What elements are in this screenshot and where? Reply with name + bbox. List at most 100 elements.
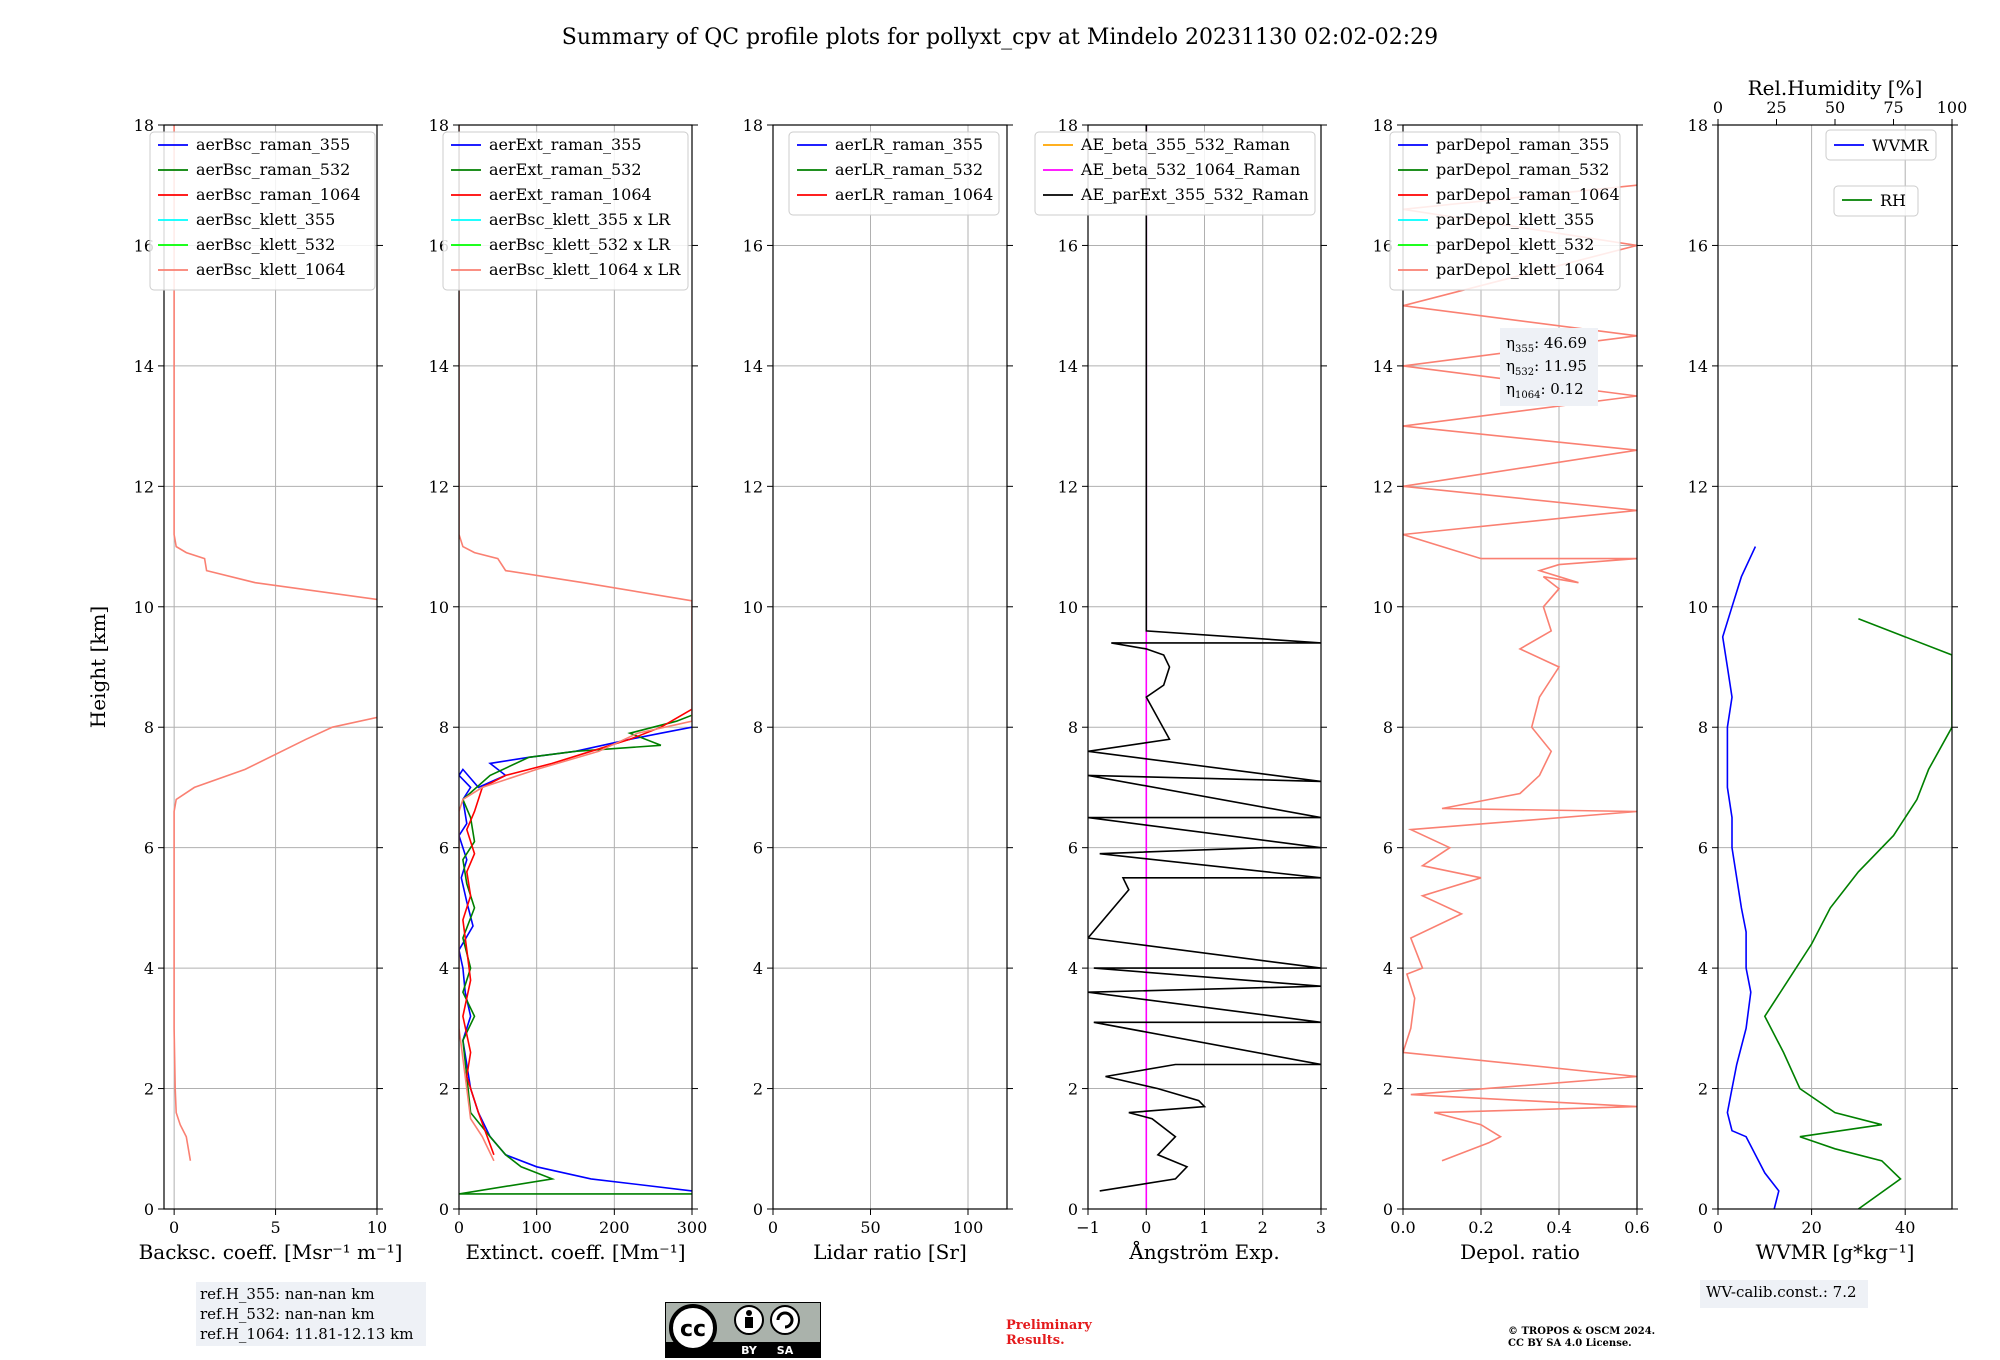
- legend-label: RH: [1880, 191, 1906, 210]
- x-tick-label: 2: [1258, 1218, 1268, 1237]
- series-line-aerExt_raman_1064: [462, 708, 692, 1156]
- series-group: [1403, 184, 1637, 1162]
- legend: aerBsc_raman_355 aerBsc_raman_532 aerBsc_r…: [149, 131, 376, 291]
- legend-label: parDepol_raman_1064: [1436, 185, 1620, 204]
- legend: AE_beta_355_532_Raman AE_beta_532_1064_Ra…: [1034, 131, 1316, 216]
- x-tick-label: 0.4: [1546, 1218, 1571, 1237]
- y-tick-label: 6: [1068, 839, 1078, 858]
- y-tick-label: 2: [144, 1080, 154, 1099]
- x-tick-label: 1: [1199, 1218, 1209, 1237]
- y-tick-label: 0: [144, 1200, 154, 1219]
- x-tick-label: 100: [953, 1218, 984, 1237]
- y-tick-label: 12: [134, 477, 154, 496]
- y-tick-label: 4: [1383, 959, 1393, 978]
- x-tick-label: 0.0: [1390, 1218, 1415, 1237]
- legend-label: aerBsc_klett_532: [196, 235, 335, 254]
- preliminary-line-1: Preliminary: [1006, 1318, 1092, 1333]
- series-line-AE_parExt_355_532_Raman: [1088, 125, 1321, 1192]
- legend-label: aerBsc_raman_355: [196, 135, 350, 154]
- x-tick-label: 0: [169, 1218, 179, 1237]
- y-tick-label: 6: [753, 839, 763, 858]
- legend-label: aerExt_raman_355: [489, 135, 642, 154]
- y-tick-label: 4: [753, 959, 763, 978]
- legend-label: parDepol_klett_532: [1436, 235, 1594, 254]
- legend-box: [442, 131, 689, 291]
- cc-by-text: BY: [741, 1344, 758, 1357]
- legend-label: parDepol_klett_355: [1436, 210, 1594, 229]
- legend-box-wvmr: [1825, 129, 1937, 161]
- y-tick-label: 6: [144, 839, 154, 858]
- x-axis-label: Backsc. coeff. [Msr⁻¹ m⁻¹]: [139, 1240, 403, 1264]
- legend-label: aerBsc_klett_1064: [196, 260, 345, 279]
- y-tick-label: 0: [1383, 1200, 1393, 1219]
- y-tick-label: 6: [1698, 839, 1708, 858]
- ref-height-355: ref.H_355: nan-nan km: [200, 1285, 375, 1303]
- axes-frame: [772, 124, 1008, 1210]
- legend-label: aerBsc_klett_1064 x LR: [489, 260, 681, 279]
- cc-sa-text: SA: [777, 1344, 794, 1357]
- legend-box: [788, 131, 1000, 216]
- legend-label: aerLR_raman_532: [835, 160, 983, 179]
- y-tick-label: 10: [1373, 598, 1393, 617]
- legend-box: [1034, 131, 1316, 216]
- eta-box: [1500, 328, 1598, 406]
- cc-by-sa-badge-icon: cc BY SA: [665, 1302, 821, 1358]
- x-top-axis-label: Rel.Humidity [%]: [1748, 76, 1923, 100]
- x-tick-label: 40: [1895, 1218, 1915, 1237]
- y-tick-label: 8: [1068, 718, 1078, 737]
- panel-lidar_ratio: 0 2 4 6 8 10 12 14 16 18 0 50 100 Lidar ratio [Sr] aer…: [743, 116, 1013, 1264]
- panel-backscatter: 0 2 4 6 8 10 12 14 16 18 0 5 10 Backsc. coeff. [Msr⁻¹…: [86, 116, 402, 1264]
- y-tick-label: 18: [134, 116, 154, 135]
- legend-label: parDepol_klett_1064: [1436, 260, 1605, 279]
- x-tick-label: 3: [1316, 1218, 1326, 1237]
- y-tick-label: 2: [753, 1080, 763, 1099]
- y-tick-label: 2: [1698, 1080, 1708, 1099]
- legend-label: parDepol_raman_532: [1436, 160, 1609, 179]
- y-tick-label: 2: [1068, 1080, 1078, 1099]
- legend-label: aerBsc_klett_355: [196, 210, 335, 229]
- x-axis-label: Depol. ratio: [1460, 1240, 1580, 1264]
- series-line-aerBsc_klett_1064: [173, 125, 377, 1161]
- series-line-aerBsc_klett_1064 x LR: [459, 125, 692, 1162]
- x-tick-label: 50: [860, 1218, 880, 1237]
- legend-label: parDepol_raman_355: [1436, 135, 1609, 154]
- x-tick-label: 20: [1801, 1218, 1821, 1237]
- x-axis-label: WVMR [g*kg⁻¹]: [1756, 1240, 1915, 1264]
- legend-label: aerBsc_raman_532: [196, 160, 350, 179]
- y-tick-label: 14: [1688, 357, 1708, 376]
- y-tick-label: 12: [1688, 477, 1708, 496]
- legend-label: aerBsc_klett_532 x LR: [489, 235, 671, 254]
- x-tick-label: 0: [1141, 1218, 1151, 1237]
- legend-box-rh: [1833, 185, 1919, 217]
- y-tick-label: 0: [439, 1200, 449, 1219]
- preliminary-note: Preliminary Results.: [1006, 1318, 1092, 1348]
- eta-line: η532: 11.95: [1506, 357, 1587, 378]
- legend-label: AE_beta_355_532_Raman: [1080, 135, 1290, 154]
- y-tick-label: 16: [743, 236, 763, 255]
- y-tick-label: 18: [1373, 116, 1393, 135]
- wv-calibration-text: WV-calib.const.: 7.2: [1706, 1283, 1857, 1301]
- y-tick-label: 6: [439, 839, 449, 858]
- y-tick-label: 4: [439, 959, 449, 978]
- panel-water_vapor: 0 2 4 6 8 10 12 14 16 18 0 20 40 WVMR [g*kg⁻¹] 0 25 50 75…: [1688, 76, 1968, 1264]
- series-group: [459, 125, 692, 1195]
- y-tick-label: 6: [1383, 839, 1393, 858]
- preliminary-line-2: Results.: [1006, 1333, 1065, 1348]
- y-tick-label: 8: [144, 718, 154, 737]
- y-tick-label: 8: [439, 718, 449, 737]
- y-tick-label: 18: [1058, 116, 1078, 135]
- x-tick-label: 10: [367, 1218, 387, 1237]
- y-tick-label: 2: [439, 1080, 449, 1099]
- series-line-aerExt_raman_355: [459, 726, 692, 1192]
- series-group: [1721, 546, 1952, 1209]
- x-axis-label: Ångström Exp.: [1128, 1239, 1279, 1264]
- y-tick-label: 10: [429, 598, 449, 617]
- y-tick-label: 18: [1688, 116, 1708, 135]
- axes-frame: [1087, 124, 1322, 1210]
- y-tick-label: 8: [1698, 718, 1708, 737]
- series-line-RH: [1763, 618, 1952, 1209]
- y-tick-label: 4: [1068, 959, 1078, 978]
- x-top-tick-label: 100: [1937, 98, 1968, 117]
